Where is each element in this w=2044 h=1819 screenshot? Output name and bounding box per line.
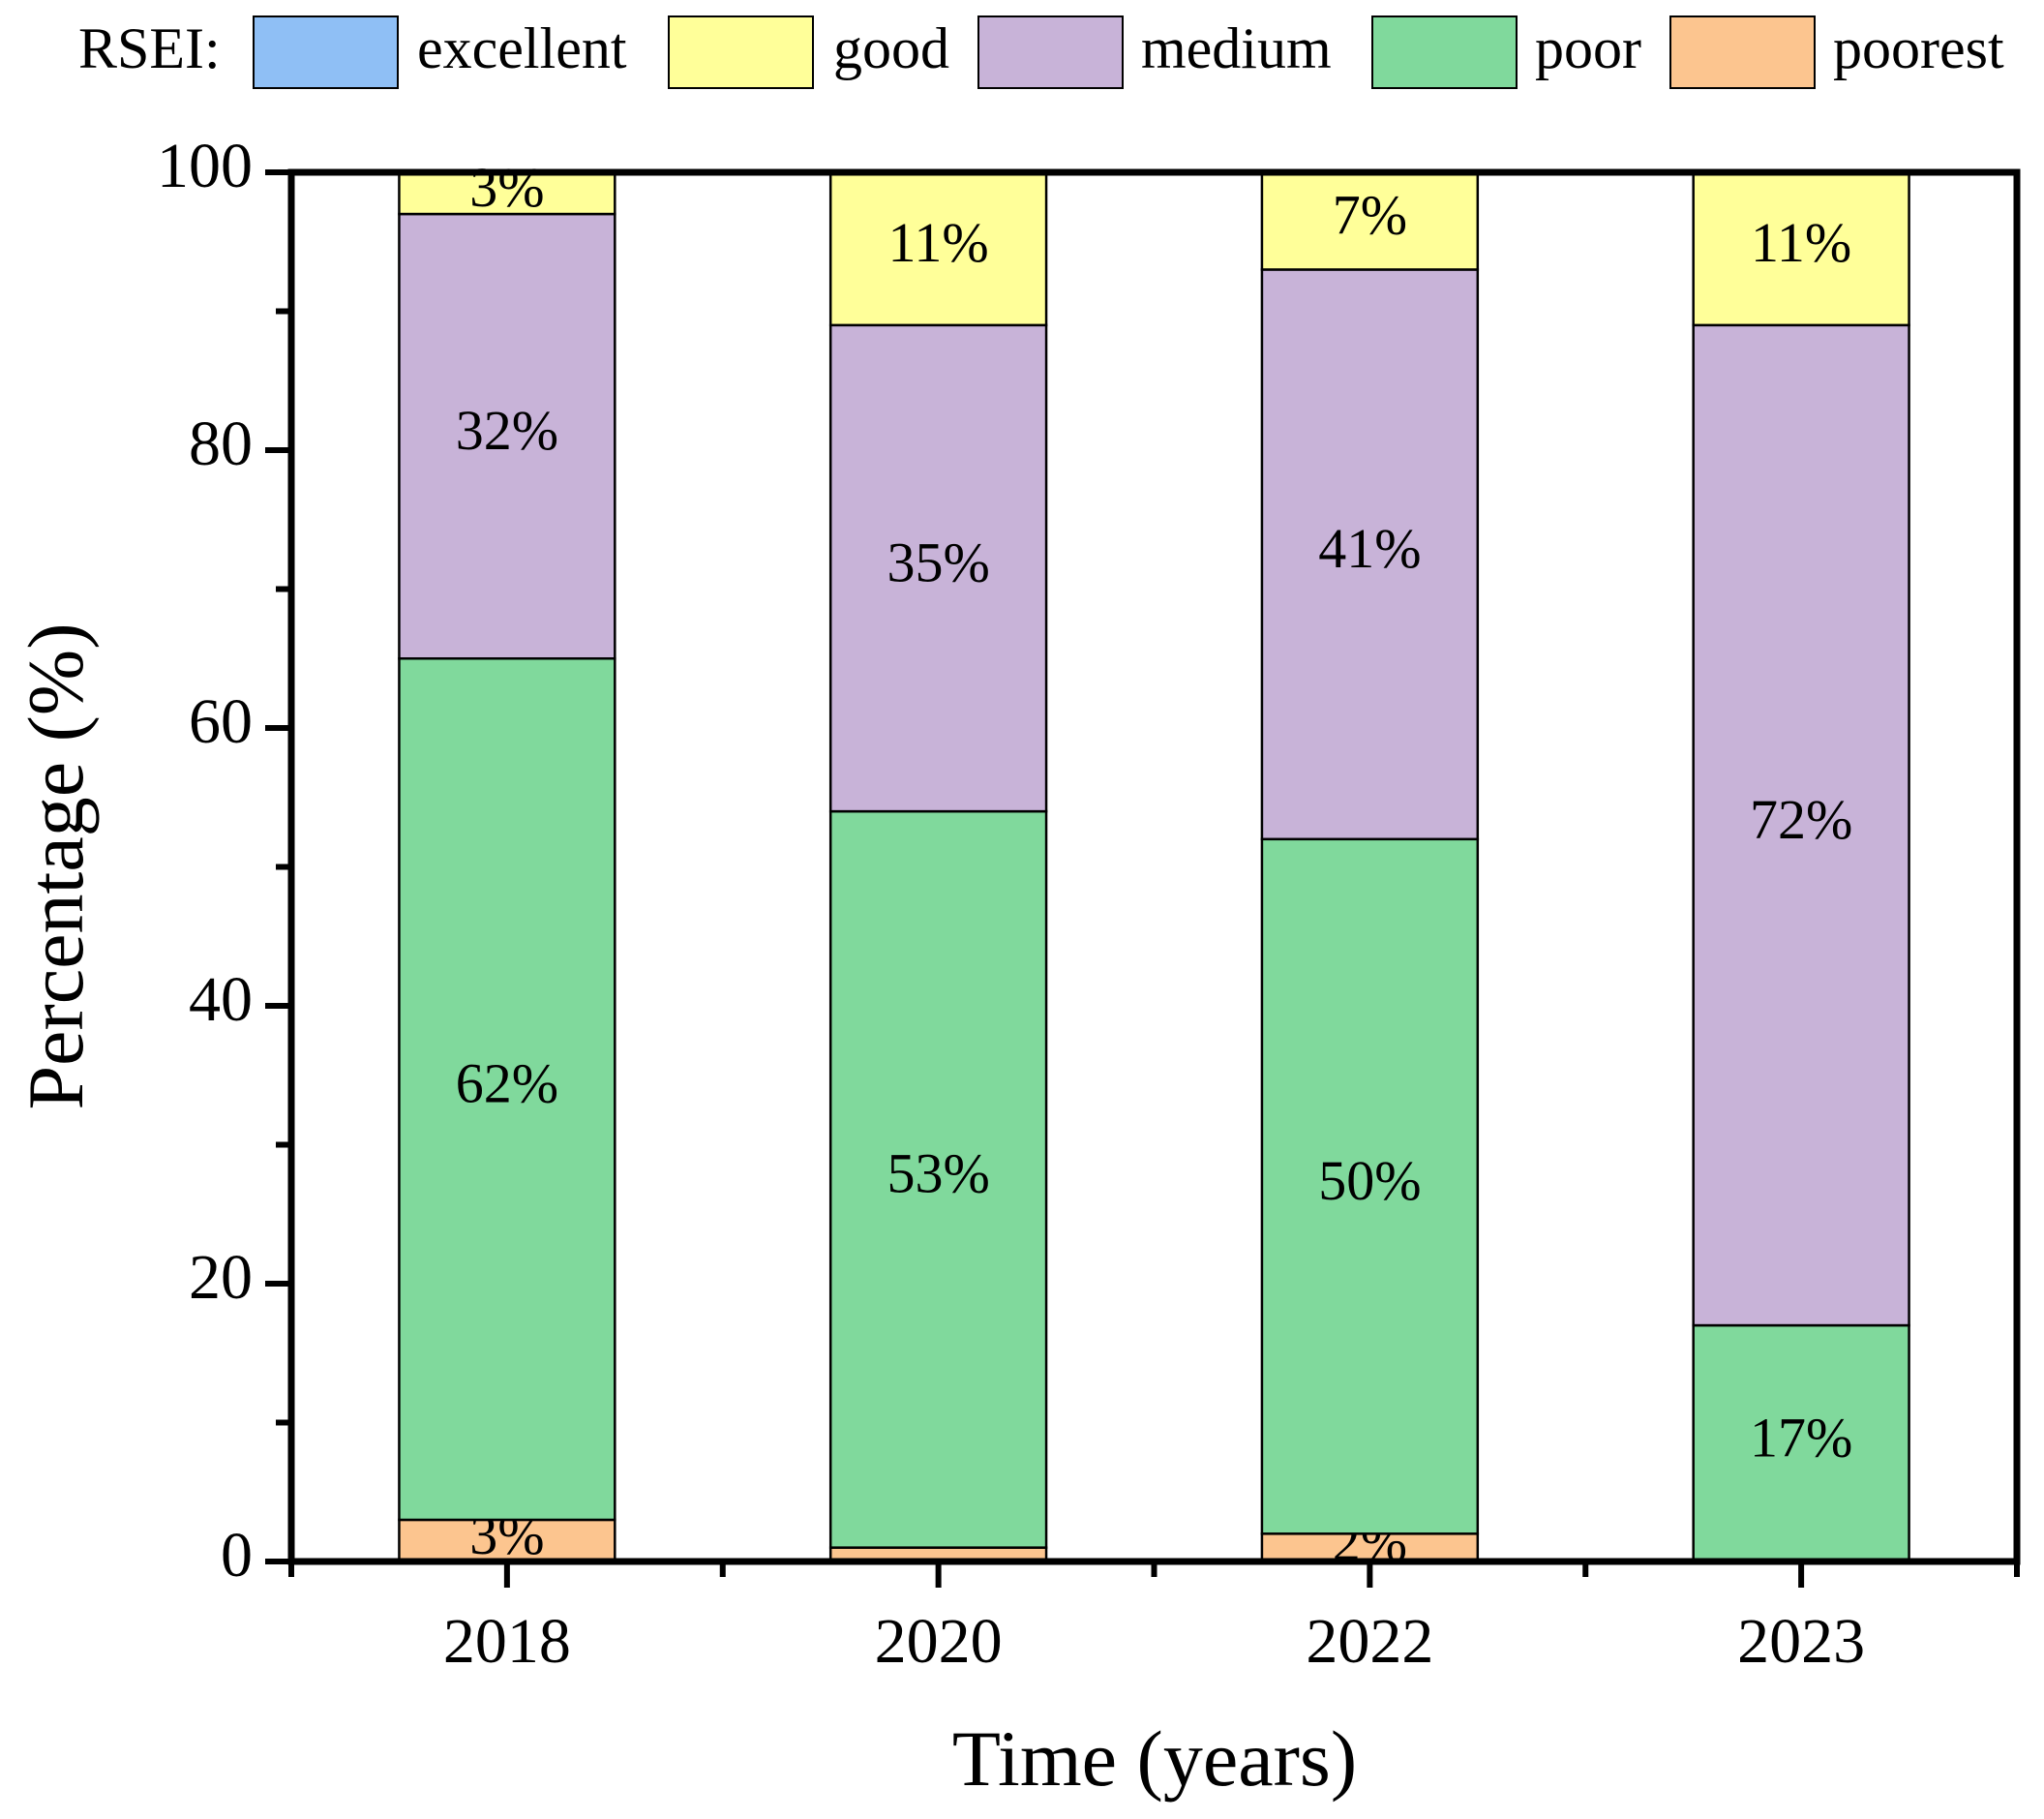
legend-swatch xyxy=(977,15,1124,89)
legend-swatch xyxy=(668,15,814,89)
bar-segment xyxy=(1260,837,1480,1535)
value-label: 41% xyxy=(1318,517,1421,580)
legend-label: good xyxy=(833,16,949,80)
value-label: 62% xyxy=(456,1051,558,1114)
value-label: 53% xyxy=(887,1142,989,1205)
x-tick-label: 2020 xyxy=(875,1606,1003,1677)
bar-segment xyxy=(398,1518,616,1563)
bar-segment xyxy=(1692,170,1910,327)
y-axis-title: Percentage (%) xyxy=(12,622,100,1109)
legend-label: medium xyxy=(1141,16,1332,80)
value-label: 11% xyxy=(888,211,989,274)
y-tick-label: 0 xyxy=(221,1520,253,1591)
value-label: 3% xyxy=(469,156,544,219)
bar-segment xyxy=(398,212,616,660)
bar-segment xyxy=(1260,1532,1480,1563)
legend-swatch xyxy=(1371,15,1518,89)
bar-segment xyxy=(1692,323,1910,1327)
value-label: 50% xyxy=(1318,1149,1421,1212)
y-tick-label: 80 xyxy=(189,409,253,479)
value-label: 7% xyxy=(1333,184,1407,247)
y-tick-label: 100 xyxy=(157,131,253,201)
legend-label: excellent xyxy=(417,16,627,80)
bar-segment xyxy=(828,170,1048,327)
value-label: 11% xyxy=(1751,211,1851,274)
x-tick-label: 2022 xyxy=(1306,1606,1433,1677)
y-tick-label: 20 xyxy=(189,1242,253,1313)
legend-title: RSEI: xyxy=(78,16,221,80)
legend-label: poorest xyxy=(1833,16,2004,80)
legend-swatch xyxy=(253,15,399,89)
bar-segment xyxy=(1260,268,1480,841)
bar-segment xyxy=(828,809,1048,1549)
y-tick-label: 60 xyxy=(189,686,253,757)
x-tick-label: 2023 xyxy=(1737,1606,1865,1677)
value-label: 17% xyxy=(1750,1406,1852,1469)
bar-segment xyxy=(1692,1323,1910,1563)
bar-segment xyxy=(398,170,616,216)
bar-segment xyxy=(828,323,1048,813)
legend-label: poor xyxy=(1535,16,1641,80)
plot-frame xyxy=(287,168,2021,1565)
value-label: 35% xyxy=(887,531,989,593)
x-tick-label: 2018 xyxy=(443,1606,571,1677)
x-axis-title: Time (years) xyxy=(952,1714,1357,1803)
legend-swatch xyxy=(1669,15,1816,89)
y-tick-label: 40 xyxy=(189,964,253,1035)
value-label: 32% xyxy=(456,399,558,462)
value-label: 72% xyxy=(1750,788,1852,851)
bar-segment xyxy=(1260,170,1480,271)
